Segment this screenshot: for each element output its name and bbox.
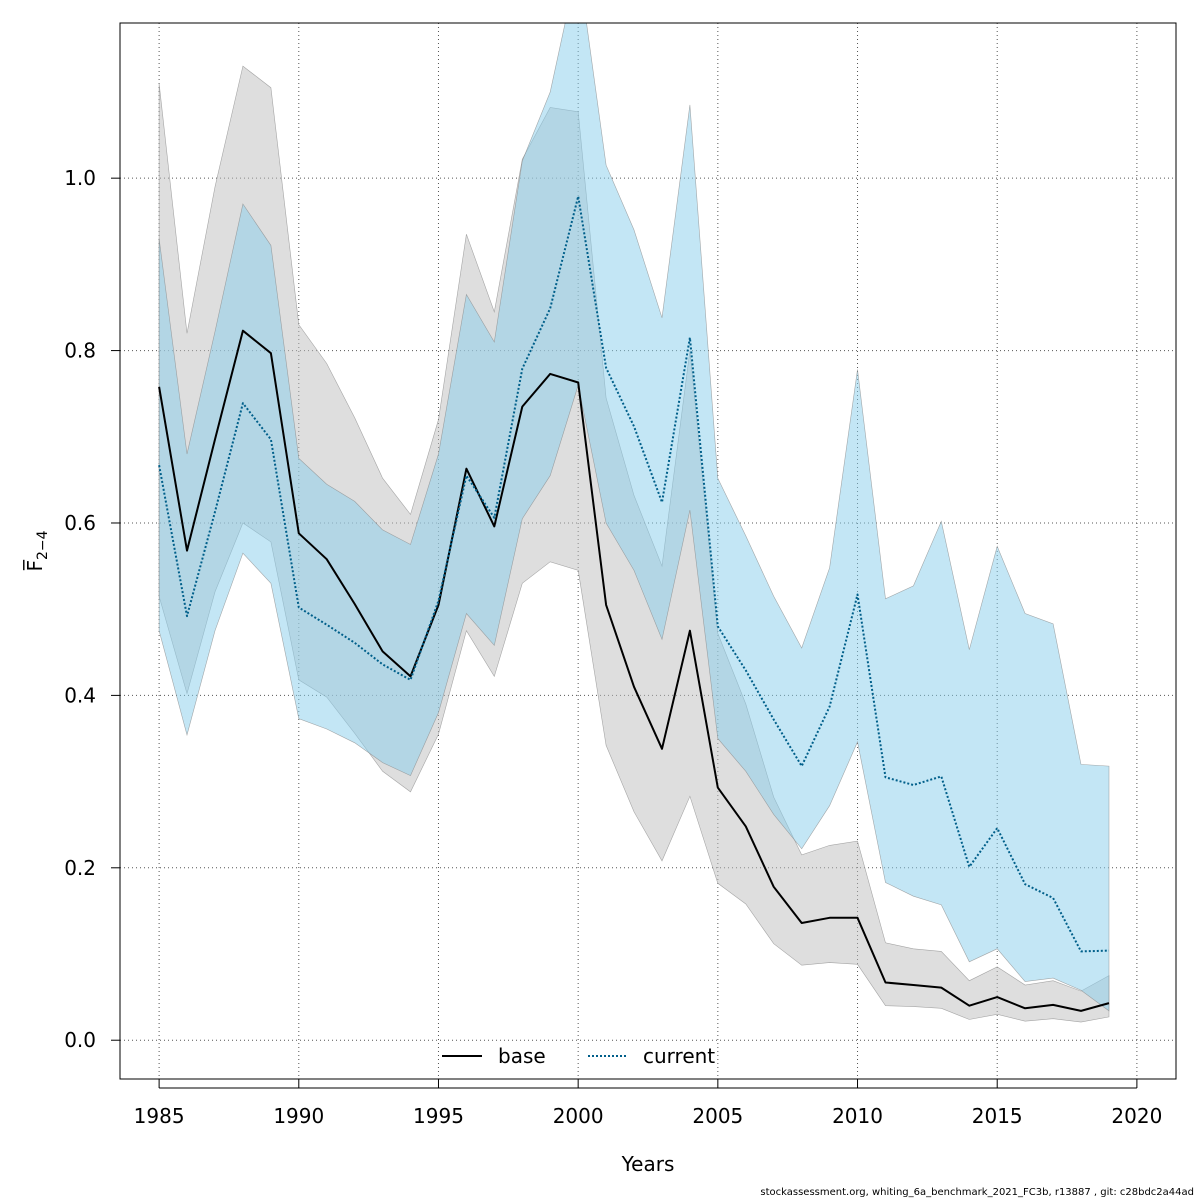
x-tick-label: 2000: [553, 1104, 604, 1128]
y-tick-label: 0.2: [64, 856, 96, 880]
band-current: [158, 23, 1110, 1012]
y-axis-title-subscript: 2−4: [35, 530, 51, 560]
y-axis-title-main: F̅: [22, 559, 47, 572]
y-tick-label: 0.6: [64, 511, 96, 535]
y-tick-label: 1.0: [64, 166, 96, 190]
legend-label-current: current: [643, 1044, 715, 1068]
x-tick-label: 1990: [273, 1104, 324, 1128]
x-tick-label: 2020: [1111, 1104, 1162, 1128]
y-axis: 0.0 0.2 0.4 0.6 0.8 1.0: [64, 166, 120, 1052]
footer-credit: stockassessment.org, whiting_6a_benchmar…: [760, 1187, 1194, 1198]
x-tick-label: 1995: [413, 1104, 464, 1128]
y-axis-title: F̅2−4: [22, 530, 51, 571]
confidence-bands: [158, 23, 1110, 1023]
svg-text:F̅2−4: F̅2−4: [22, 530, 51, 571]
x-axis: 1985 1990 1995 2000 2005 2010 2015 2020: [134, 1079, 1162, 1128]
x-axis-title: Years: [621, 1152, 675, 1176]
y-tick-label: 0.8: [64, 339, 96, 363]
x-tick-label: 1985: [134, 1104, 185, 1128]
legend-label-base: base: [498, 1044, 546, 1068]
x-tick-label: 2010: [832, 1104, 883, 1128]
y-tick-label: 0.0: [64, 1028, 96, 1052]
y-tick-label: 0.4: [64, 683, 96, 707]
series-lines: [158, 195, 1110, 1012]
x-tick-label: 2005: [692, 1104, 743, 1128]
plot-frame: [119, 22, 1177, 1080]
legend: base current: [442, 1044, 715, 1068]
line-base: [158, 329, 1110, 1012]
x-tick-label: 2015: [972, 1104, 1023, 1128]
